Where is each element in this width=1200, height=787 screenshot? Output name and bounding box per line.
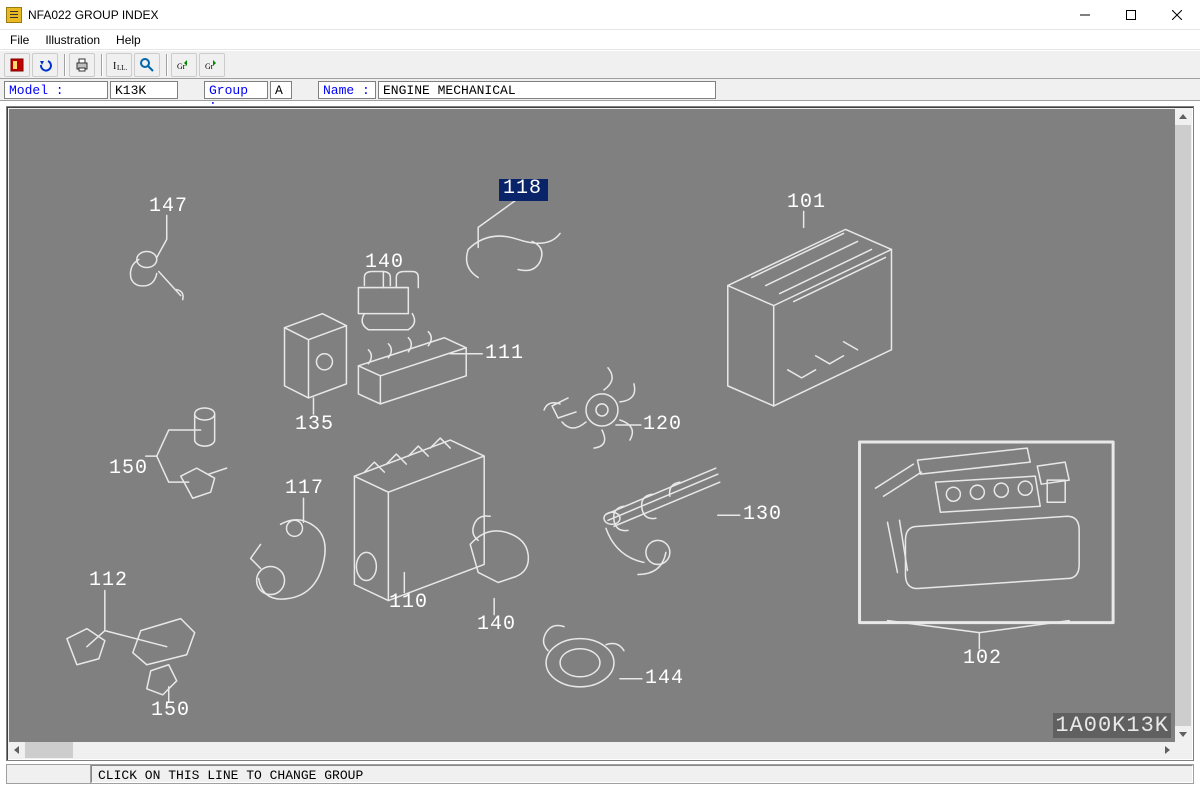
- zoom-button[interactable]: [134, 53, 160, 77]
- callout-111[interactable]: 111: [485, 344, 524, 364]
- callout-110[interactable]: 110: [389, 593, 428, 613]
- toolbar: ILL. Gr Gr: [0, 50, 1200, 79]
- reference-code: 1A00K13K: [1053, 713, 1171, 738]
- callout-130[interactable]: 130: [743, 505, 782, 525]
- window-titlebar: NFA022 GROUP INDEX: [0, 0, 1200, 30]
- name-label: Name :: [318, 81, 376, 99]
- menubar: File Illustration Help: [0, 30, 1200, 50]
- svg-text:I: I: [113, 61, 116, 72]
- undo-button[interactable]: [32, 53, 58, 77]
- maximize-button[interactable]: [1108, 0, 1154, 30]
- statusbar: CLICK ON THIS LINE TO CHANGE GROUP: [6, 764, 1194, 784]
- menu-illustration[interactable]: Illustration: [37, 30, 108, 49]
- menu-help[interactable]: Help: [108, 30, 149, 49]
- model-label: Model :: [4, 81, 108, 99]
- group-next-button[interactable]: Gr: [199, 53, 225, 77]
- callout-150[interactable]: 150: [151, 701, 190, 721]
- svg-text:Gr: Gr: [205, 62, 214, 71]
- print-button[interactable]: [69, 53, 95, 77]
- callout-150[interactable]: 150: [109, 459, 148, 479]
- callout-117[interactable]: 117: [285, 479, 324, 499]
- model-value: K13K: [110, 81, 178, 99]
- name-value: ENGINE MECHANICAL: [378, 81, 716, 99]
- svg-text:LL.: LL.: [117, 64, 127, 72]
- window-title: NFA022 GROUP INDEX: [28, 8, 159, 22]
- menu-file[interactable]: File: [2, 30, 37, 49]
- callout-135[interactable]: 135: [295, 415, 334, 435]
- group-prev-button[interactable]: Gr: [171, 53, 197, 77]
- callout-147[interactable]: 147: [149, 197, 188, 217]
- diagram-frame: 147 118 101 140 111 135 150 120 117 110 130 112 140 1…: [6, 106, 1194, 761]
- illustration-button[interactable]: ILL.: [106, 53, 132, 77]
- app-icon: [6, 7, 22, 23]
- diagram-view[interactable]: 147 118 101 140 111 135 150 120 117 110 130 112 140 1…: [9, 109, 1175, 742]
- callout-144[interactable]: 144: [645, 669, 684, 689]
- minimize-button[interactable]: [1062, 0, 1108, 30]
- catalog-button[interactable]: [4, 53, 30, 77]
- status-text[interactable]: CLICK ON THIS LINE TO CHANGE GROUP: [91, 765, 1193, 783]
- group-value: A: [270, 81, 292, 99]
- callout-120[interactable]: 120: [643, 415, 682, 435]
- callout-101[interactable]: 101: [787, 193, 826, 213]
- callout-140[interactable]: 140: [477, 615, 516, 635]
- horizontal-scrollbar[interactable]: [9, 742, 1175, 758]
- vertical-scrollbar[interactable]: [1175, 109, 1191, 742]
- info-fields: Model : K13K Group : A Name : ENGINE MEC…: [0, 79, 1200, 101]
- close-button[interactable]: [1154, 0, 1200, 30]
- callout-140[interactable]: 140: [365, 253, 404, 273]
- callout-118[interactable]: 118: [499, 179, 548, 201]
- callout-112[interactable]: 112: [89, 571, 128, 591]
- group-label: Group :: [204, 81, 268, 99]
- callout-102[interactable]: 102: [963, 649, 1002, 669]
